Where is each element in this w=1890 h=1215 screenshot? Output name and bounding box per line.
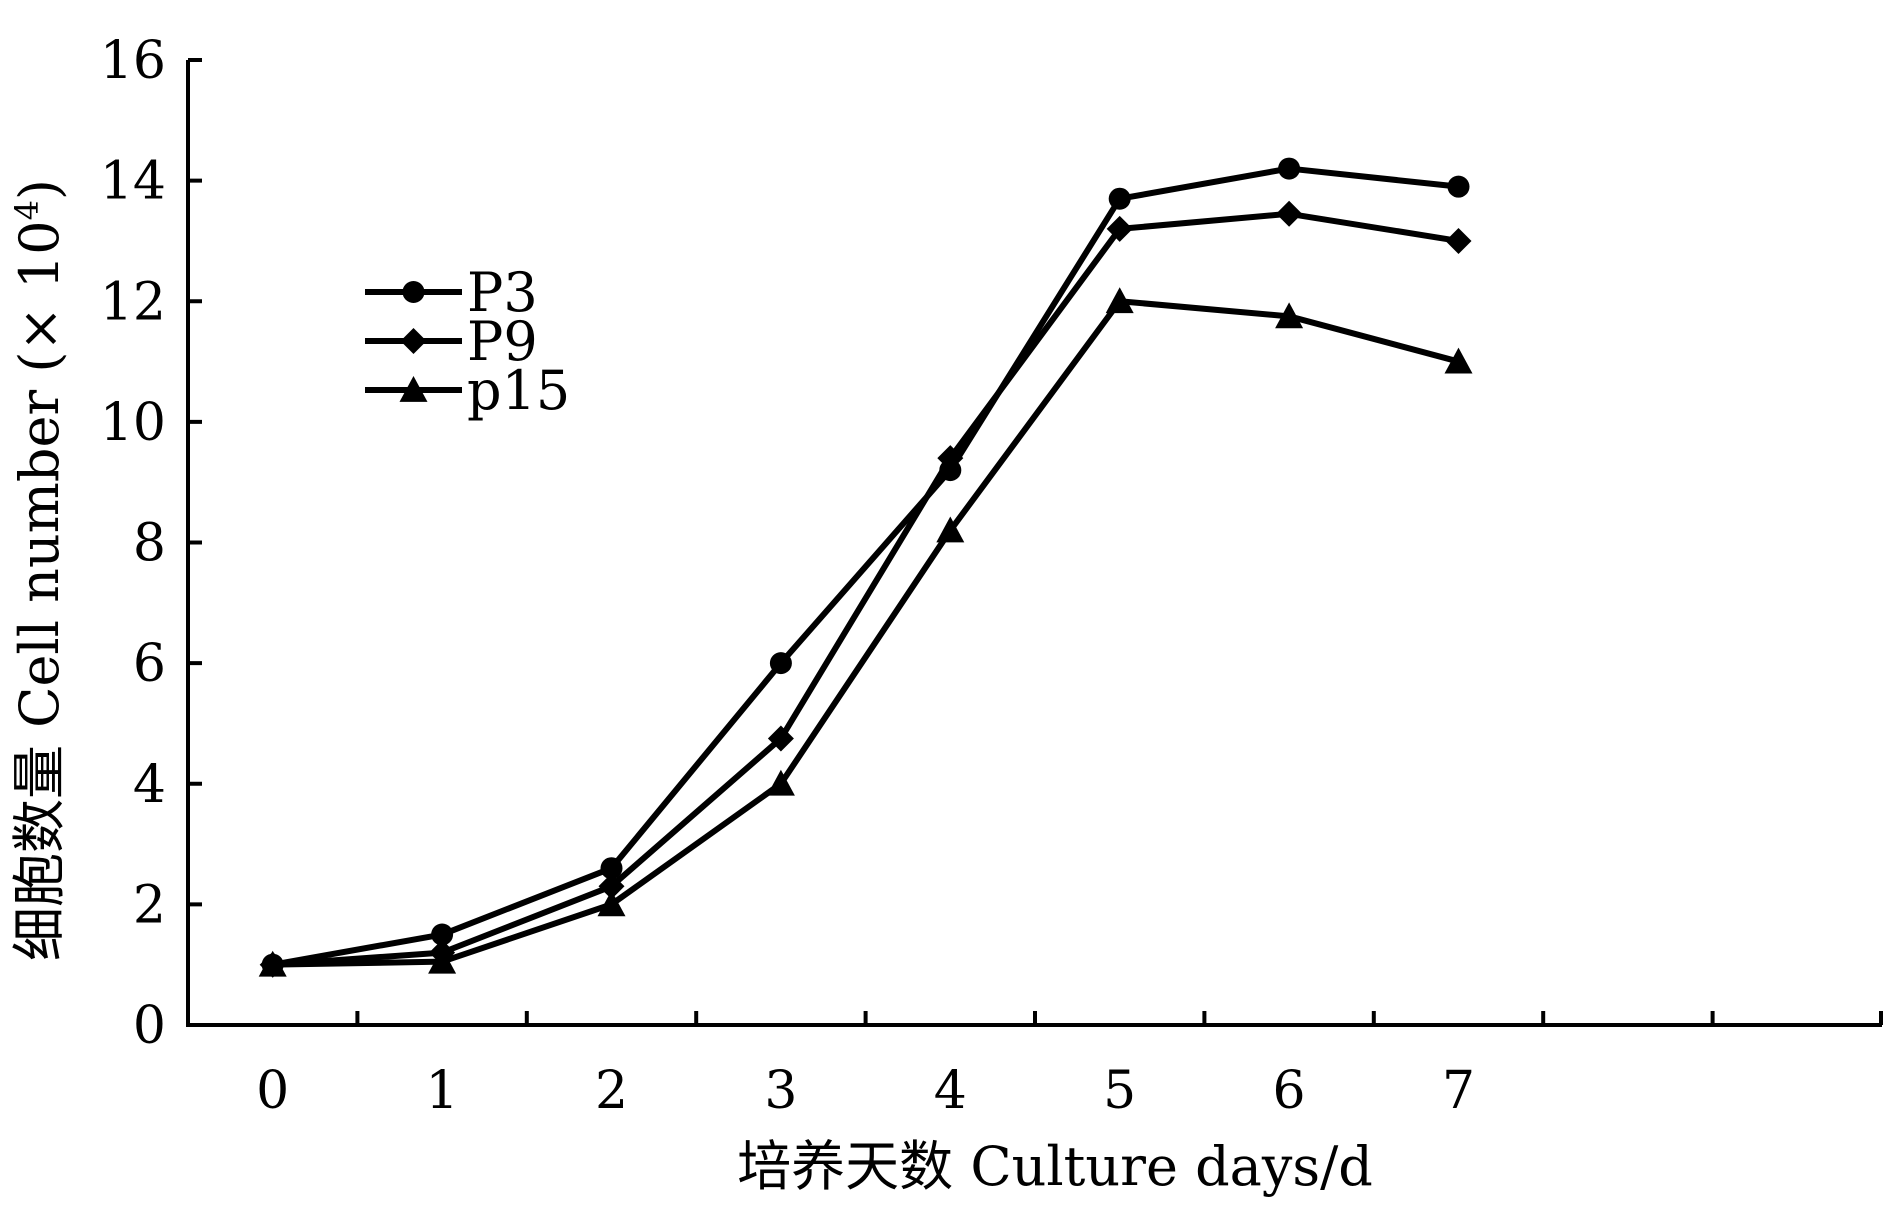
legend-label: P3 (467, 261, 538, 324)
x-tick-label: 3 (764, 1061, 797, 1121)
series-layer (258, 157, 1473, 978)
legend-item-p15: p15 (365, 359, 570, 422)
data-point-P3 (1447, 175, 1470, 198)
data-point-P9 (767, 725, 794, 752)
data-point-p15 (936, 516, 965, 543)
data-point-P9 (1276, 200, 1303, 227)
x-tick-label: 2 (595, 1061, 628, 1121)
x-tick-label: 0 (256, 1061, 289, 1121)
series-line-P9 (272, 210, 1459, 968)
legend-label: p15 (467, 359, 570, 422)
data-point-P3 (431, 923, 454, 946)
data-point-P3 (769, 652, 792, 675)
x-tick-label: 4 (934, 1061, 967, 1121)
y-tick-label: 6 (133, 634, 166, 694)
series-P9 (259, 200, 1472, 978)
axis-titles: 培养天数 Culture days/d 细胞数量 Cell number (× … (8, 179, 1373, 1198)
data-point-p15 (597, 890, 626, 917)
y-tick-label: 8 (133, 514, 166, 574)
x-tick-label: 7 (1442, 1061, 1475, 1121)
data-point-P3 (1278, 157, 1301, 180)
data-point-p15 (1444, 347, 1473, 374)
y-tick-label: 14 (100, 152, 166, 212)
y-axis-title-main: 细胞数量 Cell number (× 10 (8, 220, 71, 961)
data-point-p15 (766, 769, 795, 796)
x-tick-label: 6 (1273, 1061, 1306, 1121)
y-tick-label: 0 (133, 996, 166, 1056)
x-axis-title: 培养天数 Culture days/d (737, 1135, 1373, 1198)
data-point-p15 (428, 947, 457, 974)
legend-item-P3: P3 (365, 261, 538, 324)
y-axis-title: 细胞数量 Cell number (× 104) (8, 179, 71, 961)
series-p15 (258, 287, 1473, 977)
y-tick-label: 10 (100, 393, 166, 453)
y-tick-label: 16 (100, 31, 166, 91)
data-point-P9 (1106, 215, 1133, 242)
y-axis-title-close: ) (8, 179, 71, 200)
y-tick-label: 2 (133, 875, 166, 935)
data-point-P9 (1445, 227, 1472, 254)
data-point-P9 (598, 873, 625, 900)
data-point-P9 (937, 445, 964, 472)
y-tick-label: 4 (133, 755, 166, 815)
series-line-p15 (272, 298, 1460, 968)
data-point-p15 (258, 950, 287, 977)
data-point-p15 (1275, 302, 1304, 329)
series-P3 (261, 157, 1470, 976)
x-tick-label: 1 (426, 1061, 459, 1121)
legend-marker (399, 376, 428, 402)
legend-label: P9 (467, 310, 538, 373)
legend-marker (400, 328, 427, 354)
data-point-P3 (1108, 187, 1131, 210)
x-tick-label: 5 (1103, 1061, 1136, 1121)
series-line-P3 (272, 165, 1459, 968)
data-point-P3 (600, 857, 623, 880)
y-axis-title-superscript: 4 (8, 200, 46, 220)
data-point-p15 (1105, 287, 1134, 314)
legend-item-P9: P9 (365, 310, 538, 373)
y-tick-label: 12 (100, 272, 166, 332)
legend-marker (402, 281, 425, 303)
